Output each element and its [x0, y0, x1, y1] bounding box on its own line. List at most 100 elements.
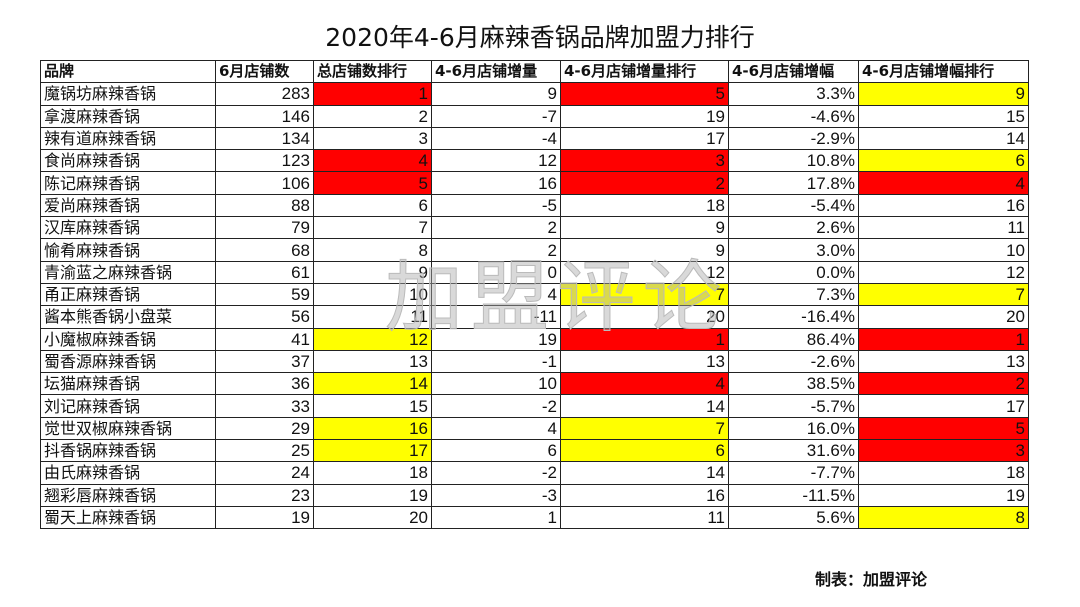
table-row: 翘彩唇麻辣香锅 23 19 -3 16 -11.5% 19	[40, 483, 1029, 507]
cell-brand: 辣有道麻辣香锅	[40, 126, 216, 151]
table-row: 抖香锅麻辣香锅 25 17 6 6 31.6% 3	[40, 439, 1029, 463]
cell-growth-rank: 3	[858, 439, 1029, 463]
cell-growth-rate: -2.6%	[728, 349, 859, 374]
cell-june-stores: 79	[215, 216, 314, 240]
cell-growth-rank: 18	[858, 461, 1029, 485]
cell-brand: 觉世双椒麻辣香锅	[40, 416, 216, 441]
cell-total-rank: 6	[313, 193, 432, 218]
cell-june-stores: 68	[215, 238, 314, 262]
cell-total-rank: 8	[313, 238, 432, 262]
cell-growth-rate: 3.0%	[728, 238, 859, 262]
cell-brand: 爱尚麻辣香锅	[40, 193, 216, 218]
cell-increase-rank: 9	[560, 216, 729, 240]
cell-increase-rank: 1	[560, 327, 729, 351]
cell-increase-rank: 12	[560, 260, 729, 284]
table-row: 青渝蓝之麻辣香锅 61 9 0 12 0.0% 12	[40, 260, 1029, 284]
cell-june-stores: 59	[215, 282, 314, 307]
cell-growth-rate: 5.6%	[728, 505, 859, 530]
cell-growth-rank: 12	[858, 260, 1029, 284]
cell-increase-rank: 11	[560, 505, 729, 530]
cell-brand: 翘彩唇麻辣香锅	[40, 483, 216, 507]
table-row: 爱尚麻辣香锅 88 6 -5 18 -5.4% 16	[40, 193, 1029, 218]
column-header-growth-rate: 4-6月店铺增幅	[728, 59, 859, 84]
cell-increase-rank: 7	[560, 416, 729, 441]
cell-increase-rank: 13	[560, 349, 729, 374]
cell-increase-rank: 17	[560, 126, 729, 151]
cell-store-increase: -1	[431, 349, 561, 374]
table-row: 魔锅坊麻辣香锅 283 1 9 5 3.3% 9	[40, 82, 1029, 106]
cell-store-increase: 4	[431, 416, 561, 441]
cell-growth-rank: 20	[858, 305, 1029, 329]
table-row: 由氏麻辣香锅 24 18 -2 14 -7.7% 18	[40, 461, 1029, 485]
table-row: 坛猫麻辣香锅 36 14 10 4 38.5% 2	[40, 372, 1029, 396]
cell-june-stores: 25	[215, 439, 314, 463]
cell-increase-rank: 3	[560, 149, 729, 173]
table-row: 食尚麻辣香锅 123 4 12 3 10.8% 6	[40, 149, 1029, 173]
cell-store-increase: -4	[431, 126, 561, 151]
cell-increase-rank: 14	[560, 394, 729, 418]
cell-total-rank: 19	[313, 483, 432, 507]
cell-total-rank: 4	[313, 149, 432, 173]
cell-growth-rate: -5.7%	[728, 394, 859, 418]
cell-store-increase: -2	[431, 394, 561, 418]
cell-store-increase: 0	[431, 260, 561, 284]
cell-store-increase: 2	[431, 238, 561, 262]
cell-brand: 愉肴麻辣香锅	[40, 238, 216, 262]
cell-brand: 甬正麻辣香锅	[40, 282, 216, 307]
cell-june-stores: 19	[215, 505, 314, 530]
cell-store-increase: 19	[431, 327, 561, 351]
cell-growth-rank: 2	[858, 372, 1029, 396]
cell-store-increase: 2	[431, 216, 561, 240]
cell-total-rank: 1	[313, 82, 432, 106]
cell-brand: 汉库麻辣香锅	[40, 216, 216, 240]
cell-store-increase: -11	[431, 305, 561, 329]
cell-brand: 食尚麻辣香锅	[40, 149, 216, 173]
cell-increase-rank: 7	[560, 282, 729, 307]
cell-growth-rank: 11	[858, 216, 1029, 240]
cell-brand: 坛猫麻辣香锅	[40, 372, 216, 396]
cell-total-rank: 13	[313, 349, 432, 374]
cell-store-increase: 9	[431, 82, 561, 106]
column-header-brand: 品牌	[40, 59, 216, 84]
cell-brand: 陈记麻辣香锅	[40, 171, 216, 195]
cell-growth-rank: 17	[858, 394, 1029, 418]
cell-total-rank: 3	[313, 126, 432, 151]
cell-increase-rank: 4	[560, 372, 729, 396]
cell-growth-rank: 19	[858, 483, 1029, 507]
cell-june-stores: 283	[215, 82, 314, 106]
table-row: 甬正麻辣香锅 59 10 4 7 7.3% 7	[40, 282, 1029, 307]
cell-growth-rate: 0.0%	[728, 260, 859, 284]
cell-june-stores: 41	[215, 327, 314, 351]
cell-june-stores: 23	[215, 483, 314, 507]
cell-growth-rate: 2.6%	[728, 216, 859, 240]
table-row: 觉世双椒麻辣香锅 29 16 4 7 16.0% 5	[40, 416, 1029, 441]
table-row: 辣有道麻辣香锅 134 3 -4 17 -2.9% 14	[40, 126, 1029, 151]
cell-store-increase: -3	[431, 483, 561, 507]
cell-june-stores: 29	[215, 416, 314, 441]
cell-june-stores: 36	[215, 372, 314, 396]
cell-total-rank: 16	[313, 416, 432, 441]
cell-growth-rate: -11.5%	[728, 483, 859, 507]
cell-growth-rate: 3.3%	[728, 82, 859, 106]
table-credit: 制表：加盟评论	[815, 570, 928, 589]
cell-store-increase: 10	[431, 372, 561, 396]
table-row: 小魔椒麻辣香锅 41 12 19 1 86.4% 1	[40, 327, 1029, 351]
cell-june-stores: 56	[215, 305, 314, 329]
cell-brand: 酱本熊香锅小盘菜	[40, 305, 216, 329]
cell-june-stores: 106	[215, 171, 314, 195]
cell-total-rank: 11	[313, 305, 432, 329]
cell-brand: 由氏麻辣香锅	[40, 461, 216, 485]
cell-growth-rank: 9	[858, 82, 1029, 106]
table-row: 蜀天上麻辣香锅 19 20 1 11 5.6% 8	[40, 505, 1029, 530]
cell-increase-rank: 19	[560, 104, 729, 128]
cell-brand: 小魔椒麻辣香锅	[40, 327, 216, 351]
cell-june-stores: 61	[215, 260, 314, 284]
table-row: 愉肴麻辣香锅 68 8 2 9 3.0% 10	[40, 238, 1029, 262]
cell-total-rank: 9	[313, 260, 432, 284]
cell-growth-rank: 14	[858, 126, 1029, 151]
cell-growth-rate: 31.6%	[728, 439, 859, 463]
cell-growth-rate: 86.4%	[728, 327, 859, 351]
cell-store-increase: 1	[431, 505, 561, 530]
cell-increase-rank: 6	[560, 439, 729, 463]
cell-increase-rank: 2	[560, 171, 729, 195]
